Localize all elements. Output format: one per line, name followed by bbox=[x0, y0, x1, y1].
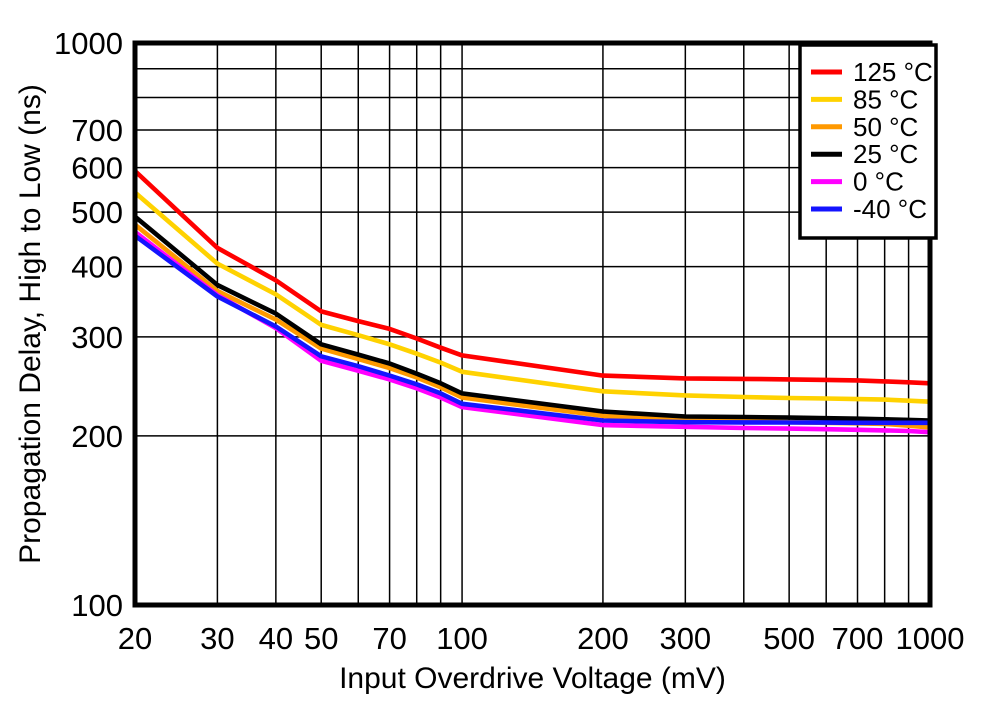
y-tick-label: 1000 bbox=[54, 26, 123, 61]
y-tick-label: 100 bbox=[71, 588, 123, 623]
series-line-25c bbox=[133, 214, 931, 423]
x-tick-label: 70 bbox=[372, 621, 406, 656]
x-tick-label: 100 bbox=[436, 621, 488, 656]
x-tick-label: 200 bbox=[577, 621, 629, 656]
x-tick-label: 500 bbox=[763, 621, 815, 656]
y-tick-label: 700 bbox=[71, 113, 123, 148]
x-tick-label: 300 bbox=[659, 621, 711, 656]
legend-label: 25 °C bbox=[853, 139, 918, 169]
y-tick-label: 200 bbox=[71, 419, 123, 454]
x-tick-label: 1000 bbox=[896, 621, 965, 656]
plot-frame bbox=[132, 40, 933, 608]
legend-label: 85 °C bbox=[853, 84, 918, 114]
y-tick-label: 400 bbox=[71, 250, 123, 285]
x-tick-label: 50 bbox=[304, 621, 338, 656]
legend-label: 0 °C bbox=[853, 167, 904, 197]
series-line-85c bbox=[133, 190, 931, 404]
series-line-125c bbox=[133, 169, 931, 386]
legend-label: 50 °C bbox=[853, 112, 918, 142]
y-tick-label: 600 bbox=[71, 151, 123, 186]
legend-label: 125 °C bbox=[853, 57, 933, 87]
legend-box bbox=[798, 43, 938, 240]
series-line--40c bbox=[133, 233, 930, 426]
x-axis-title: Input Overdrive Voltage (mV) bbox=[339, 662, 726, 695]
x-tick-label: 700 bbox=[832, 621, 884, 656]
legend-label: -40 °C bbox=[853, 194, 927, 224]
x-tick-label: 40 bbox=[259, 621, 293, 656]
y-axis-title: Propagation Delay, High to Low (ns) bbox=[14, 84, 47, 564]
x-tick-label: 30 bbox=[200, 621, 234, 656]
y-tick-label: 300 bbox=[71, 320, 123, 355]
y-tick-label: 500 bbox=[71, 195, 123, 230]
series-line-0c bbox=[133, 230, 931, 435]
x-tick-label: 20 bbox=[118, 621, 152, 656]
